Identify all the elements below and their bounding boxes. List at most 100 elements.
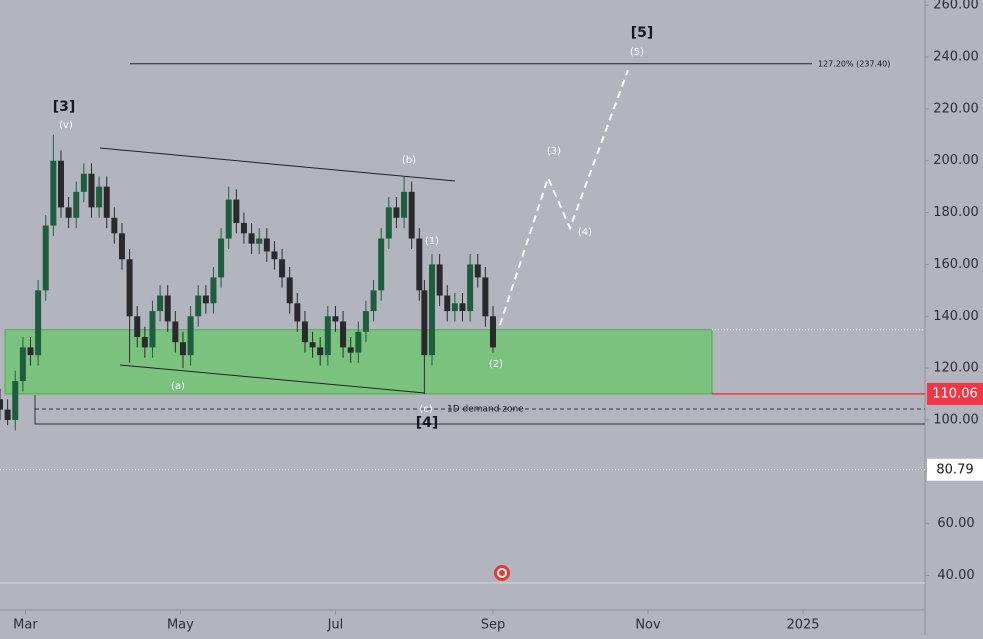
wave-label: (1): [425, 236, 439, 247]
candle-body: [340, 321, 347, 348]
candle-body: [332, 316, 339, 322]
wave-label: (a): [171, 381, 185, 392]
candle-body: [263, 238, 270, 252]
price-label: 110.06: [932, 386, 978, 401]
candle-body: [279, 259, 286, 278]
wave-label: (3): [547, 146, 561, 157]
candle-body: [103, 186, 110, 218]
candle-body: [286, 277, 293, 304]
candle-body: [233, 199, 240, 223]
candle-body: [385, 207, 392, 239]
y-tick-label: 100.00: [933, 412, 979, 427]
candle-body: [27, 347, 34, 356]
price-label-box: [927, 382, 983, 405]
x-tick-label: May: [167, 618, 194, 633]
candle-body: [12, 381, 19, 420]
wave-label: [4]: [416, 415, 439, 431]
candle-body: [347, 347, 354, 353]
candle-body: [202, 295, 209, 304]
fib-label: 127.20% (237.40): [818, 59, 890, 68]
y-tick-label: 140.00: [933, 309, 979, 324]
candle-body: [4, 409, 11, 420]
candle-body: [444, 295, 451, 312]
wave-label: (4): [578, 227, 592, 238]
wave-label: (c): [419, 404, 432, 415]
candle-body: [50, 160, 57, 226]
candle-body: [408, 191, 415, 239]
projection-path: [499, 69, 629, 326]
candle-body: [429, 264, 436, 356]
candle-body: [248, 233, 255, 244]
candle-body: [35, 290, 42, 356]
y-tick-label: 220.00: [933, 101, 979, 116]
candle-body: [88, 173, 95, 208]
x-tick-label: 2025: [786, 618, 819, 633]
candle-body: [309, 342, 316, 348]
trendline: [99, 147, 456, 182]
y-tick-label: 260.00: [933, 0, 979, 13]
y-tick-label: 200.00: [933, 153, 979, 168]
y-tick-label: 60.00: [937, 516, 974, 531]
wave-label: (5): [630, 47, 644, 58]
candle-body: [421, 290, 428, 356]
candle-body: [172, 321, 179, 343]
candle-body: [393, 207, 400, 218]
candle-body: [134, 316, 141, 338]
trendline: [119, 364, 426, 394]
candle-body: [355, 331, 362, 353]
candle-body: [73, 191, 80, 218]
candle-body: [436, 264, 443, 296]
candle-body: [141, 337, 148, 348]
candle-body: [0, 399, 3, 410]
candle-body: [401, 191, 408, 218]
y-tick-label: 180.00: [933, 205, 979, 220]
candle-body: [157, 295, 164, 312]
candle-body: [42, 225, 49, 291]
support-line: [34, 395, 925, 425]
candle-body: [459, 303, 466, 312]
x-tick-label: Sep: [481, 618, 506, 633]
flag-icon: [494, 565, 510, 581]
candle-body: [317, 347, 324, 356]
y-tick-label: 240.00: [933, 50, 979, 65]
candle-body: [294, 303, 301, 322]
wave-label: (2): [489, 359, 503, 370]
candle-body: [240, 222, 247, 234]
candle-body: [324, 316, 331, 356]
candle-body: [149, 311, 156, 348]
candle-body: [218, 238, 225, 278]
wave-label: [3]: [53, 99, 76, 115]
candle-body: [256, 238, 263, 244]
zone-label: 1D demand zone: [447, 405, 524, 415]
candle-body: [126, 259, 133, 317]
candle-body: [111, 217, 118, 234]
candle-body: [467, 264, 474, 312]
x-tick-label: Mar: [13, 618, 38, 633]
candle-body: [474, 264, 481, 278]
wave-label: (b): [402, 155, 416, 166]
price-label: 80.79: [936, 462, 973, 477]
candle-body: [225, 199, 232, 239]
candle-body: [378, 238, 385, 291]
candle-body: [210, 277, 217, 304]
wave-label: [5]: [631, 25, 654, 41]
candle-body: [482, 277, 489, 317]
y-tick-label: 40.00: [937, 568, 974, 583]
candle-body: [362, 311, 369, 332]
x-tick-label: Nov: [635, 618, 661, 633]
candle-body: [271, 251, 278, 260]
candle-body: [57, 160, 64, 208]
candle-body: [65, 207, 72, 218]
candle-body: [489, 316, 496, 348]
price-label-box: [927, 458, 983, 481]
candle-body: [80, 173, 87, 192]
candle-body: [179, 342, 186, 356]
x-tick-label: Jul: [327, 618, 344, 633]
candle-body: [19, 347, 26, 382]
candle-body: [301, 321, 308, 343]
candle-body: [451, 303, 458, 312]
y-tick-label: 160.00: [933, 257, 979, 272]
candle-body: [187, 316, 194, 356]
candle-body: [370, 290, 377, 312]
